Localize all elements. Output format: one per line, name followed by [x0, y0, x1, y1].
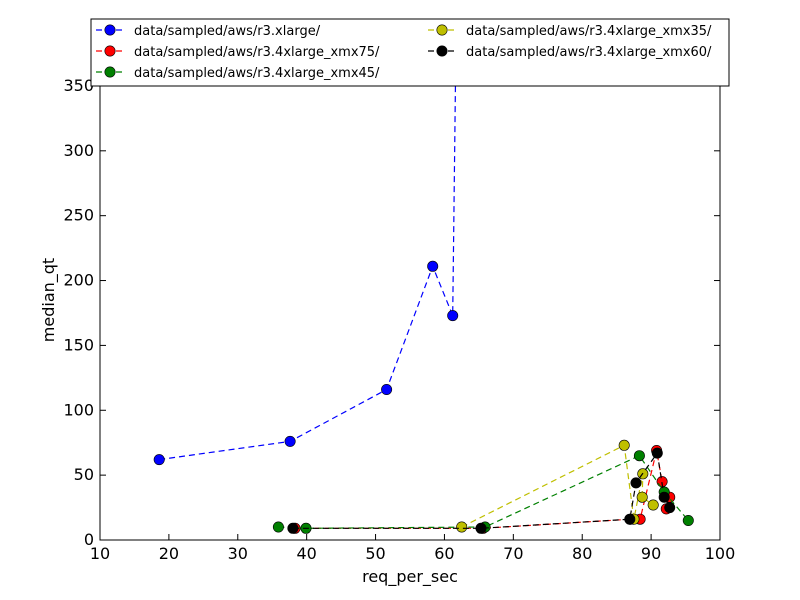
x-tick-label: 10	[90, 544, 110, 563]
x-tick-label: 40	[296, 544, 316, 563]
data-point	[618, 439, 630, 451]
data-point	[647, 499, 659, 511]
y-tick-label: 250	[63, 206, 94, 225]
x-tick-label: 100	[705, 544, 736, 563]
series-layer	[153, 60, 694, 534]
data-point	[664, 502, 676, 514]
data-point	[636, 491, 648, 503]
y-axis-label: median_qt	[39, 258, 59, 342]
data-point	[284, 435, 296, 447]
x-tick-label: 30	[228, 544, 248, 563]
series-line-0	[159, 60, 457, 461]
x-axis-label: req_per_sec	[362, 567, 458, 587]
legend-frame	[90, 18, 730, 87]
data-point	[633, 450, 645, 462]
legend: data/sampled/aws/r3.xlarge/data/sampled/…	[90, 18, 730, 87]
data-point	[272, 521, 284, 533]
data-point	[427, 260, 439, 272]
y-tick-label: 300	[63, 141, 94, 160]
legend-marker	[104, 66, 116, 78]
legend-marker	[104, 24, 116, 36]
x-tick-label: 80	[572, 544, 592, 563]
legend-label: data/sampled/aws/r3.xlarge/	[134, 24, 321, 39]
x-tick-label: 60	[434, 544, 454, 563]
data-point	[381, 383, 393, 395]
data-point	[682, 514, 694, 526]
data-point	[630, 477, 642, 489]
legend-label: data/sampled/aws/r3.4xlarge_xmx45/	[134, 66, 380, 81]
legend-label: data/sampled/aws/r3.4xlarge_xmx60/	[466, 45, 712, 60]
x-tick-label: 70	[503, 544, 523, 563]
y-tick-label: 200	[63, 271, 94, 290]
data-point	[447, 310, 459, 322]
data-point	[287, 522, 299, 534]
legend-marker	[436, 24, 448, 36]
y-tick-label: 100	[63, 400, 94, 419]
legend-marker	[436, 45, 448, 57]
data-point	[651, 447, 663, 459]
data-point	[153, 454, 165, 466]
data-point	[456, 521, 468, 533]
series-line-3	[461, 444, 654, 528]
legend-marker	[104, 45, 116, 57]
x-tick-label: 90	[641, 544, 661, 563]
y-tick-label: 150	[63, 335, 94, 354]
y-tick-label: 50	[74, 465, 94, 484]
y-tick-label: 0	[84, 530, 94, 549]
x-tick-label: 20	[159, 544, 179, 563]
data-point	[475, 522, 487, 534]
data-point	[658, 491, 670, 503]
legend-label: data/sampled/aws/r3.4xlarge_xmx75/	[134, 45, 380, 60]
plot-background	[100, 60, 720, 540]
x-tick-label: 50	[365, 544, 385, 563]
y-tick-label: 350	[63, 76, 94, 95]
legend-label: data/sampled/aws/r3.4xlarge_xmx35/	[466, 24, 712, 39]
data-point	[624, 513, 636, 525]
